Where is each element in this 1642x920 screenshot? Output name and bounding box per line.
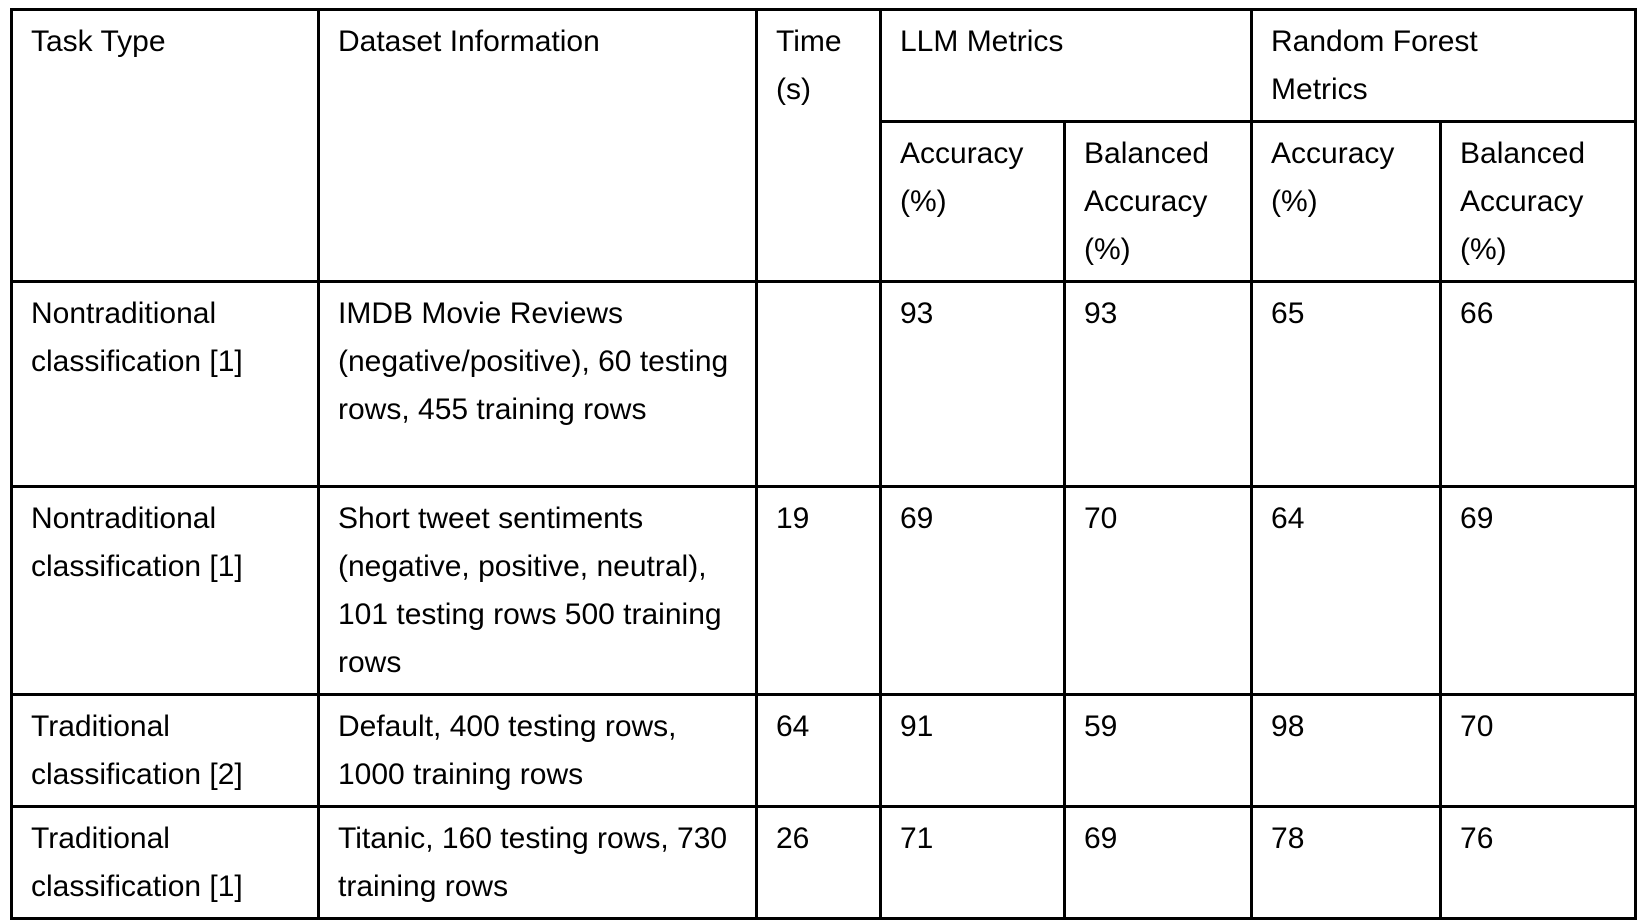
cell-rf-accuracy: 78 — [1250, 805, 1443, 920]
cell-llm-balanced-accuracy: 59 — [1062, 693, 1254, 808]
cell-llm-accuracy: 69 — [879, 485, 1066, 696]
header-llm-balanced-accuracy: Balanced Accuracy (%) — [1062, 120, 1254, 283]
cell-dataset-info: Short tweet sentiments (negative, positi… — [317, 485, 758, 696]
cell-llm-balanced-accuracy: 70 — [1062, 485, 1254, 696]
header-llm-metrics-group: LLM Metrics — [878, 8, 1254, 123]
table-row: Nontraditional classification [1] Short … — [10, 485, 1638, 696]
header-row-groups: Task Type Dataset Information Time (s) L… — [10, 8, 1638, 283]
cell-llm-balanced-accuracy: 93 — [1062, 280, 1254, 488]
cell-llm-accuracy: 93 — [879, 280, 1066, 488]
header-rf-accuracy: Accuracy (%) — [1250, 120, 1443, 283]
cell-task-type: Nontraditional classification [1] — [10, 485, 320, 696]
header-rf-balanced-accuracy: Balanced Accuracy (%) — [1439, 120, 1638, 283]
metrics-comparison-table: Task Type Dataset Information Time (s) L… — [10, 8, 1638, 920]
header-dataset-info: Dataset Information — [317, 8, 758, 283]
header-llm-accuracy: Accuracy (%) — [879, 120, 1066, 283]
cell-time: 64 — [755, 693, 882, 808]
cell-rf-accuracy: 64 — [1250, 485, 1443, 696]
header-time: Time (s) — [755, 8, 882, 283]
cell-time: 26 — [755, 805, 882, 920]
cell-time: 19 — [755, 485, 882, 696]
cell-task-type: Nontraditional classification [1] — [10, 280, 320, 488]
cell-dataset-info: IMDB Movie Reviews (negative/positive), … — [317, 280, 758, 488]
cell-rf-accuracy: 65 — [1250, 280, 1443, 488]
cell-llm-accuracy: 91 — [879, 693, 1066, 808]
cell-rf-balanced-accuracy: 70 — [1439, 693, 1638, 808]
table-body: Nontraditional classification [1] IMDB M… — [10, 280, 1638, 920]
table-row: Nontraditional classification [1] IMDB M… — [10, 280, 1638, 488]
cell-llm-accuracy: 71 — [879, 805, 1066, 920]
table-header: Task Type Dataset Information Time (s) L… — [10, 8, 1638, 283]
cell-task-type: Traditional classification [2] — [10, 693, 320, 808]
cell-llm-balanced-accuracy: 69 — [1062, 805, 1254, 920]
cell-rf-balanced-accuracy: 69 — [1439, 485, 1638, 696]
header-rf-metrics-label: Random Forest Metrics — [1271, 25, 1478, 106]
cell-dataset-info: Default, 400 testing rows, 1000 training… — [317, 693, 758, 808]
header-row-metrics: Accuracy (%) Balanced Accuracy (%) Accur… — [12, 120, 1638, 283]
cell-dataset-info: Titanic, 160 testing rows, 730 training … — [317, 805, 758, 920]
cell-task-type: Traditional classification [1] — [10, 805, 320, 920]
header-rf-metrics-group: Random Forest Metrics — [1250, 8, 1638, 123]
table-row: Traditional classification [2] Default, … — [10, 693, 1638, 808]
cell-rf-balanced-accuracy: 66 — [1439, 280, 1638, 488]
cell-time — [755, 280, 882, 488]
header-task-type: Task Type — [10, 8, 320, 283]
cell-rf-balanced-accuracy: 76 — [1439, 805, 1638, 920]
table-row: Traditional classification [1] Titanic, … — [10, 805, 1638, 920]
cell-rf-accuracy: 98 — [1250, 693, 1443, 808]
